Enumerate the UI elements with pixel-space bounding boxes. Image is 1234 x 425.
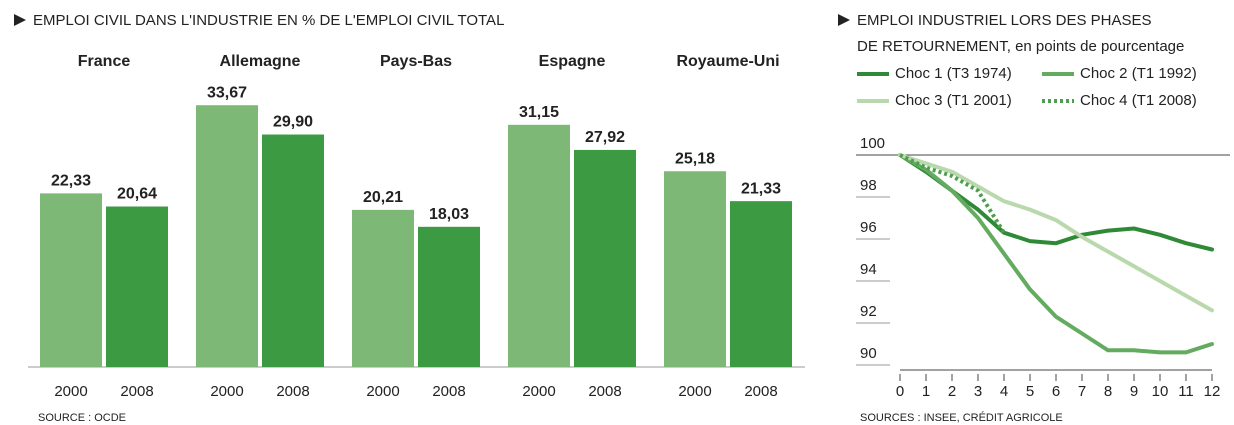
year-label: 2008	[432, 383, 465, 400]
year-label: 2008	[120, 383, 153, 400]
line	[899, 153, 1006, 234]
year-label: 2000	[54, 383, 87, 400]
value-label: 21,33	[741, 180, 781, 197]
value-label: 20,64	[117, 186, 157, 203]
x-tick-label: 6	[1052, 383, 1060, 400]
bar	[106, 206, 168, 367]
year-label: 2000	[522, 383, 555, 400]
x-tick-label: 3	[974, 383, 982, 400]
year-label: 2000	[210, 383, 243, 400]
source: SOURCES : INSEE, CRÉDIT AGRICOLE	[860, 411, 1063, 424]
value-label: 25,18	[675, 150, 715, 167]
legend-label: Choc 1 (T3 1974)	[895, 65, 1012, 82]
y-tick-label: 90	[860, 345, 877, 362]
source: SOURCE : OCDE	[38, 412, 126, 424]
value-label: 18,03	[429, 206, 469, 223]
chart-title: DE RETOURNEMENT, en points de pourcentag…	[857, 38, 1184, 55]
year-label: 2000	[678, 383, 711, 400]
value-label: 31,15	[519, 104, 559, 121]
title-marker	[14, 14, 26, 26]
category-label: Royaume-Uni	[676, 53, 779, 70]
bar	[664, 171, 726, 367]
bar	[196, 105, 258, 367]
legend-label: Choc 4 (T1 2008)	[1080, 92, 1197, 109]
y-tick-label: 100	[860, 135, 885, 152]
value-label: 27,92	[585, 129, 625, 146]
line	[898, 153, 1214, 355]
year-label: 2008	[588, 383, 621, 400]
value-label: 20,21	[363, 189, 403, 206]
bar	[574, 149, 636, 367]
bar	[262, 134, 324, 367]
y-tick-label: 98	[860, 177, 877, 194]
x-tick-label: 1	[922, 383, 930, 400]
chart-title: EMPLOI INDUSTRIEL LORS DES PHASES	[857, 12, 1152, 29]
y-tick-label: 92	[860, 303, 877, 320]
bar	[352, 209, 414, 367]
x-tick-label: 5	[1026, 383, 1034, 400]
bar	[40, 193, 102, 367]
year-label: 2008	[744, 383, 777, 400]
x-tick-label: 2	[948, 383, 956, 400]
category-label: Allemagne	[220, 53, 301, 70]
legend-label: Choc 2 (T1 1992)	[1080, 65, 1197, 82]
x-tick-label: 12	[1204, 383, 1221, 400]
value-label: 22,33	[51, 173, 91, 190]
bar	[418, 226, 480, 367]
bar	[730, 201, 792, 367]
category-label: France	[78, 53, 131, 70]
y-tick-label: 94	[860, 261, 877, 278]
x-tick-label: 8	[1104, 383, 1112, 400]
year-label: 2008	[276, 383, 309, 400]
x-tick-label: 0	[896, 383, 904, 400]
year-label: 2000	[366, 383, 399, 400]
x-tick-label: 9	[1130, 383, 1138, 400]
value-label: 29,90	[273, 114, 313, 131]
chart-title: EMPLOI CIVIL DANS L'INDUSTRIE EN % DE L'…	[33, 12, 504, 29]
bar	[508, 124, 570, 367]
legend-label: Choc 3 (T1 2001)	[895, 92, 1012, 109]
category-label: Espagne	[539, 53, 606, 70]
x-tick-label: 4	[1000, 383, 1008, 400]
title-marker	[838, 14, 850, 26]
x-tick-label: 11	[1178, 383, 1194, 400]
x-tick-label: 10	[1152, 383, 1169, 400]
value-label: 33,67	[207, 84, 247, 101]
line	[898, 153, 1214, 313]
category-label: Pays-Bas	[380, 53, 452, 70]
x-tick-label: 7	[1078, 383, 1086, 400]
y-tick-label: 96	[860, 219, 877, 236]
